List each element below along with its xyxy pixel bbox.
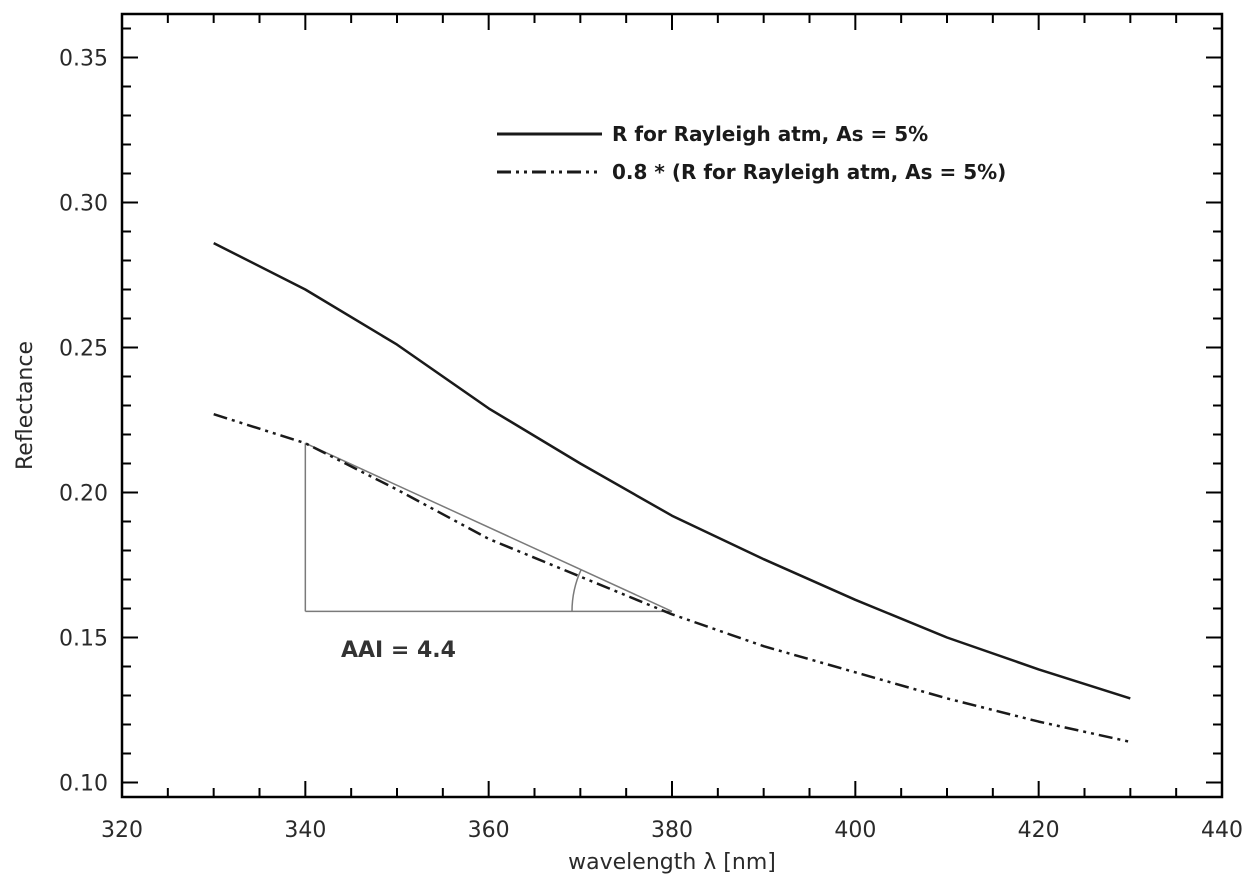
legend-label-2: 0.8 * (R for Rayleigh atm, As = 5%): [612, 160, 1006, 184]
y-tick-label: 0.25: [59, 337, 108, 362]
x-tick-label: 360: [468, 818, 510, 843]
x-tick-label: 400: [834, 818, 876, 843]
y-tick-label: 0.30: [59, 192, 108, 217]
series-line-2: [213, 413, 1131, 744]
x-tick-label: 320: [101, 818, 143, 843]
series-line-1: [213, 241, 1131, 700]
legend-label-1: R for Rayleigh atm, As = 5%: [612, 122, 928, 146]
y-tick-label: 0.35: [59, 47, 108, 72]
x-tick-label: 440: [1201, 818, 1243, 843]
y-tick-label: 0.15: [59, 627, 108, 652]
x-tick-label: 340: [284, 818, 326, 843]
angle-arc: [571, 569, 582, 612]
y-tick-label: 0.20: [59, 482, 108, 507]
x-tick-label: 420: [1018, 818, 1060, 843]
aai-annotation: AAI = 4.4: [341, 638, 456, 663]
x-tick-label: 380: [651, 818, 693, 843]
x-axis-title: wavelength λ [nm]: [568, 850, 776, 875]
y-axis-title: Reflectance: [13, 341, 38, 470]
triangle-hypotenuse: [305, 442, 673, 613]
y-tick-label: 0.10: [59, 772, 108, 797]
